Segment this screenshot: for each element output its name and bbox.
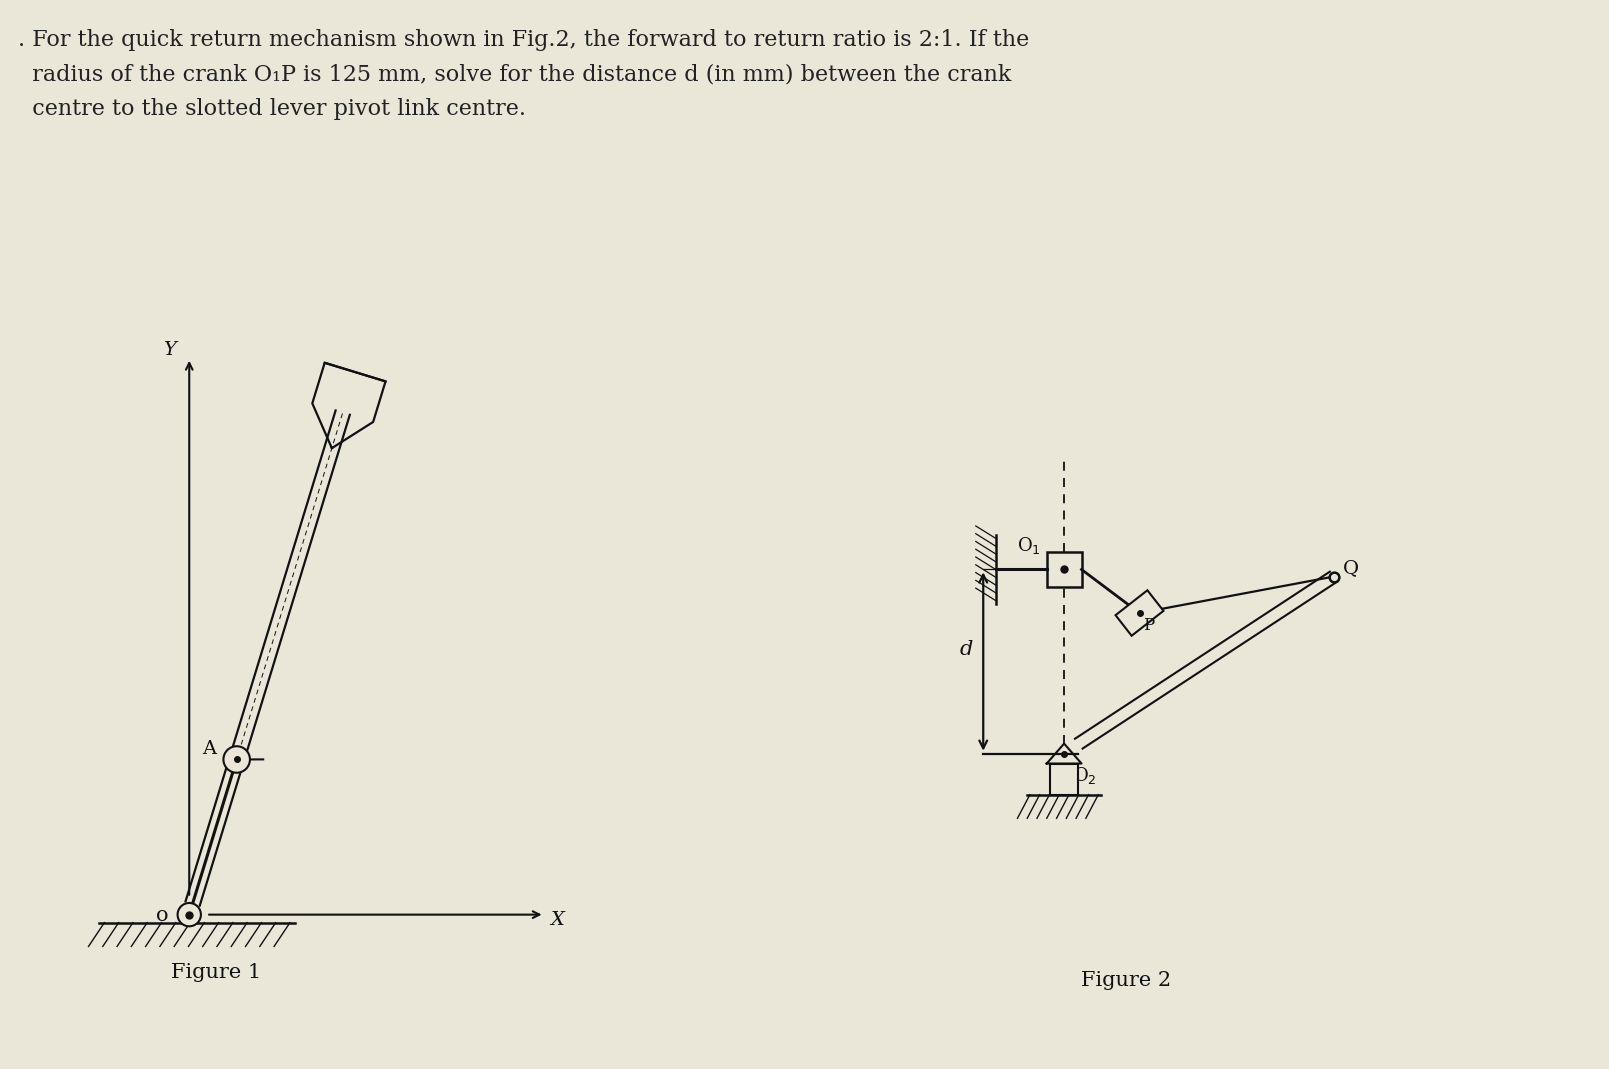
Bar [1115, 590, 1163, 636]
Bar [1047, 552, 1081, 587]
Text: X: X [550, 911, 563, 929]
Text: A: A [203, 740, 216, 758]
Text: o: o [156, 907, 169, 925]
Text: O$_1$: O$_1$ [1017, 534, 1041, 556]
Text: Y: Y [163, 341, 175, 359]
Text: d: d [959, 640, 972, 660]
Bar [1051, 763, 1078, 794]
Text: O$_2$: O$_2$ [1073, 765, 1097, 786]
Text: Q: Q [1344, 559, 1360, 577]
Text: P: P [1142, 618, 1154, 634]
Text: Figure 1: Figure 1 [171, 963, 261, 982]
Circle shape [224, 746, 249, 773]
Text: Figure 2: Figure 2 [1081, 972, 1171, 990]
Circle shape [177, 903, 201, 927]
Text: . For the quick return mechanism shown in Fig.2, the forward to return ratio is : . For the quick return mechanism shown i… [18, 29, 1030, 121]
